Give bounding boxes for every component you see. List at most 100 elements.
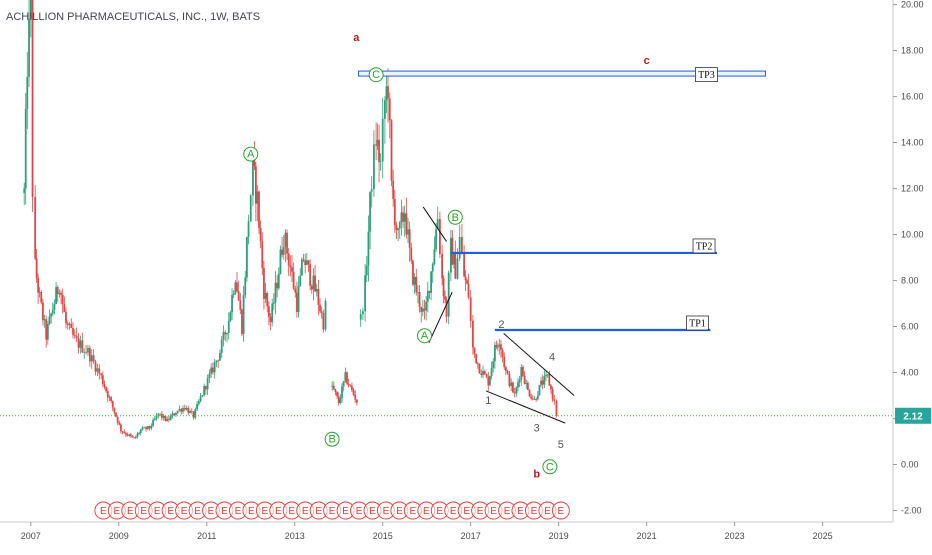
candle-body bbox=[40, 292, 43, 303]
candle-body bbox=[415, 276, 418, 293]
candle-body bbox=[263, 267, 265, 299]
candle-body bbox=[253, 156, 256, 167]
candle-body bbox=[362, 311, 364, 315]
x-tick-label: 2007 bbox=[21, 531, 41, 541]
y-tick-label: 4.00 bbox=[901, 368, 919, 378]
candle-body bbox=[35, 258, 38, 279]
candles-group bbox=[23, 0, 558, 440]
candle-body bbox=[252, 156, 254, 196]
candle-body bbox=[258, 191, 260, 228]
candle-body bbox=[535, 398, 538, 400]
y-tick-label: 6.00 bbox=[901, 322, 919, 332]
candle-body bbox=[307, 260, 310, 264]
earnings-marker-label: E bbox=[369, 506, 376, 517]
candle-body bbox=[201, 395, 204, 397]
candle-body bbox=[387, 86, 389, 99]
candle-body bbox=[63, 303, 66, 312]
candle-body bbox=[430, 271, 433, 293]
candle-body bbox=[456, 258, 459, 279]
candle-body bbox=[133, 437, 136, 439]
earnings-marker-label: E bbox=[262, 506, 269, 517]
candle-body bbox=[289, 265, 292, 268]
candle-body bbox=[266, 292, 269, 307]
candle-body bbox=[31, 0, 34, 197]
candle-body bbox=[334, 389, 337, 392]
candle-body bbox=[26, 76, 29, 109]
candle-body bbox=[267, 306, 270, 317]
candle-body bbox=[282, 247, 285, 255]
target-tp2-label: TP2 bbox=[696, 241, 713, 252]
current-price-badge bbox=[895, 407, 931, 424]
candle-body bbox=[370, 189, 373, 192]
candle-body bbox=[58, 292, 61, 295]
earnings-marker-label: E bbox=[194, 506, 201, 517]
candle-body bbox=[129, 434, 132, 436]
candle-body bbox=[115, 412, 117, 417]
candle-body bbox=[128, 434, 131, 436]
candle-body bbox=[224, 332, 227, 335]
candle-body bbox=[194, 409, 197, 418]
earnings-marker-label: E bbox=[288, 506, 295, 517]
x-tick-label: 2025 bbox=[813, 531, 833, 541]
earnings-marker-circle[interactable] bbox=[551, 501, 570, 520]
candle-body bbox=[46, 323, 49, 340]
candle-body bbox=[417, 292, 419, 294]
candle-body bbox=[126, 434, 129, 436]
candle-body bbox=[55, 287, 57, 304]
y-tick-label: 10.00 bbox=[901, 230, 924, 240]
candle-body bbox=[234, 282, 237, 294]
candle-body bbox=[110, 397, 112, 401]
candle-body bbox=[259, 227, 262, 242]
candle-body bbox=[155, 415, 158, 419]
trendline[interactable] bbox=[485, 390, 566, 424]
candle-body bbox=[43, 319, 46, 321]
candle-body bbox=[314, 275, 316, 292]
trendline[interactable] bbox=[503, 333, 575, 396]
candle-body bbox=[428, 290, 431, 293]
target-tp3-label: TP3 bbox=[698, 70, 715, 81]
candle-body bbox=[72, 327, 74, 336]
trendline[interactable] bbox=[428, 291, 453, 343]
candle-body bbox=[120, 424, 122, 432]
candle-body bbox=[272, 302, 275, 304]
earnings-marker-label: E bbox=[558, 506, 565, 517]
candle-body bbox=[504, 367, 507, 371]
candle-body bbox=[545, 374, 547, 377]
earnings-marker-label: E bbox=[248, 506, 255, 517]
candle-body bbox=[435, 229, 437, 250]
candle-body bbox=[449, 237, 452, 273]
candle-body bbox=[492, 361, 495, 368]
candle-body bbox=[344, 372, 347, 382]
wave-label-circle bbox=[368, 67, 384, 83]
candle-body bbox=[175, 413, 177, 416]
candle-body bbox=[493, 345, 496, 362]
candle-body bbox=[436, 219, 439, 230]
y-tick-label: 0.00 bbox=[901, 460, 919, 470]
candle-body bbox=[241, 309, 243, 335]
candle-body bbox=[239, 300, 242, 310]
candle-body bbox=[475, 353, 478, 364]
candle-body bbox=[81, 340, 84, 353]
candle-body bbox=[346, 372, 348, 384]
candle-body bbox=[405, 213, 408, 235]
earnings-marker-label: E bbox=[113, 506, 120, 517]
candle-body bbox=[376, 139, 379, 146]
candle-body bbox=[489, 375, 491, 386]
trendline[interactable] bbox=[422, 206, 447, 242]
earnings-marker-label: E bbox=[396, 506, 403, 517]
candle-body bbox=[38, 292, 41, 293]
wave-label: C bbox=[546, 461, 554, 473]
candle-body bbox=[213, 362, 216, 373]
candle-body bbox=[533, 398, 536, 400]
candle-body bbox=[153, 418, 156, 420]
candle-body bbox=[28, 18, 30, 77]
candle-body bbox=[53, 303, 56, 310]
target-tp3-band[interactable] bbox=[358, 70, 766, 77]
wave-label-circle bbox=[243, 146, 259, 162]
candle-body bbox=[408, 229, 411, 248]
candle-body bbox=[310, 285, 313, 290]
candle-body bbox=[490, 367, 493, 376]
wave-label: B bbox=[328, 434, 335, 446]
